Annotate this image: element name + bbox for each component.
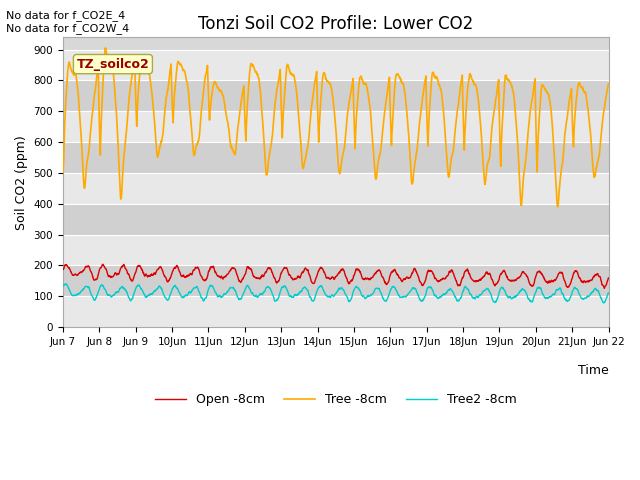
Tree2 -8cm <box>211 289 219 295</box>
Tree2 -8cm <box>600 300 607 306</box>
Tree -8cm <box>557 171 564 177</box>
Tree -8cm <box>554 204 561 210</box>
Tree2 -8cm <box>352 285 360 290</box>
Open -8cm <box>605 275 612 281</box>
Open -8cm <box>600 286 608 291</box>
Open -8cm <box>364 275 371 281</box>
Y-axis label: Soil CO2 (ppm): Soil CO2 (ppm) <box>15 135 28 229</box>
Tree -8cm <box>102 45 109 51</box>
Text: No data for f_CO2E_4: No data for f_CO2E_4 <box>6 11 125 22</box>
Tree -8cm <box>605 81 612 87</box>
Legend: Open -8cm, Tree -8cm, Tree2 -8cm: Open -8cm, Tree -8cm, Tree2 -8cm <box>150 388 522 411</box>
Tree -8cm <box>572 100 580 106</box>
Open -8cm <box>572 268 580 274</box>
Tree -8cm <box>59 170 67 176</box>
Open -8cm <box>59 266 67 272</box>
Open -8cm <box>495 278 502 284</box>
Open -8cm <box>211 270 219 276</box>
Bar <box>63 235 609 265</box>
Bar <box>63 296 609 327</box>
Text: TZ_soilco2: TZ_soilco2 <box>77 58 149 71</box>
Tree2 -8cm <box>62 281 70 287</box>
Title: Tonzi Soil CO2 Profile: Lower CO2: Tonzi Soil CO2 Profile: Lower CO2 <box>198 15 474 33</box>
X-axis label: Time: Time <box>578 364 609 377</box>
Tree -8cm <box>495 78 502 84</box>
Bar <box>63 204 609 235</box>
Open -8cm <box>557 270 564 276</box>
Line: Tree -8cm: Tree -8cm <box>63 48 609 207</box>
Tree -8cm <box>352 131 360 137</box>
Tree2 -8cm <box>572 286 580 291</box>
Line: Open -8cm: Open -8cm <box>63 264 609 288</box>
Bar <box>63 111 609 142</box>
Tree2 -8cm <box>557 286 564 291</box>
Bar <box>63 49 609 81</box>
Bar <box>63 265 609 296</box>
Bar <box>63 142 609 173</box>
Line: Tree2 -8cm: Tree2 -8cm <box>63 284 609 303</box>
Bar <box>63 173 609 204</box>
Tree -8cm <box>211 79 219 85</box>
Tree2 -8cm <box>495 292 502 298</box>
Open -8cm <box>99 261 107 267</box>
Tree2 -8cm <box>59 283 67 289</box>
Tree2 -8cm <box>605 290 612 296</box>
Open -8cm <box>352 268 360 274</box>
Text: No data for f_CO2W_4: No data for f_CO2W_4 <box>6 23 130 34</box>
Tree -8cm <box>364 87 371 93</box>
Tree2 -8cm <box>364 294 371 300</box>
Bar <box>63 81 609 111</box>
